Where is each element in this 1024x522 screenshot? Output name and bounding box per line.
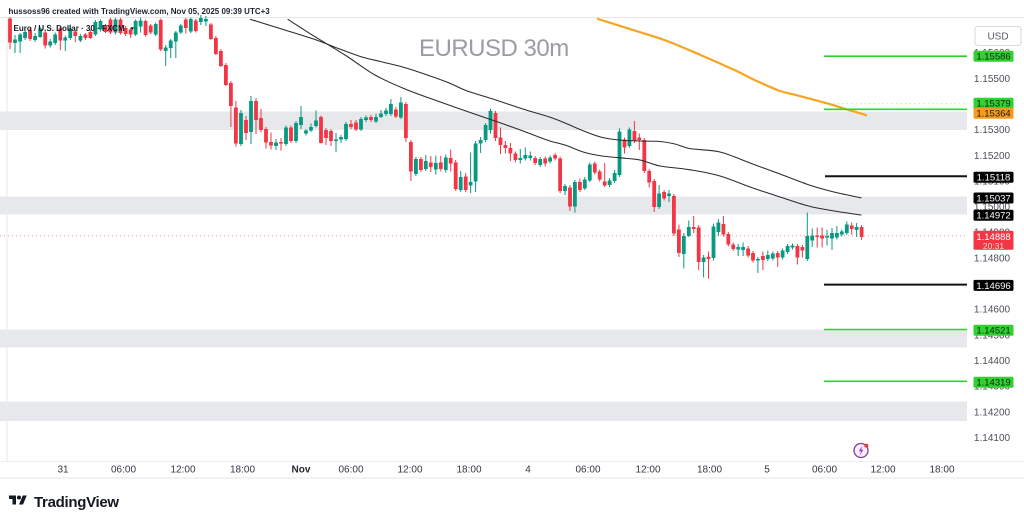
svg-text:20:31: 20:31 (983, 241, 1005, 251)
svg-text:18:00: 18:00 (230, 465, 255, 476)
svg-text:hussoss96 created with Trading: hussoss96 created with TradingView.com, … (9, 7, 271, 16)
svg-text:12:00: 12:00 (170, 465, 195, 476)
svg-text:1.14696: 1.14696 (976, 281, 1010, 292)
svg-text:Euro / U.S. Dollar · 30 · FXCM: Euro / U.S. Dollar · 30 · FXCM (14, 24, 125, 33)
svg-text:1.14319: 1.14319 (976, 378, 1010, 389)
svg-text:18:00: 18:00 (697, 465, 722, 476)
svg-text:EURUSD 30m: EURUSD 30m (419, 35, 569, 62)
svg-text:12:00: 12:00 (397, 465, 422, 476)
svg-text:1.14600: 1.14600 (974, 305, 1011, 316)
svg-text:1.15500: 1.15500 (974, 74, 1011, 85)
svg-text:1.15037: 1.15037 (976, 193, 1010, 204)
svg-text:USD: USD (987, 32, 1008, 43)
svg-text:1.14400: 1.14400 (974, 356, 1011, 367)
svg-text:1.15364: 1.15364 (976, 109, 1010, 120)
svg-text:1.14800: 1.14800 (974, 253, 1011, 264)
svg-text:06:00: 06:00 (575, 465, 600, 476)
svg-text:06:00: 06:00 (812, 465, 837, 476)
svg-text:18:00: 18:00 (456, 465, 481, 476)
svg-text:1.14888: 1.14888 (976, 232, 1010, 243)
svg-text:1.14972: 1.14972 (976, 211, 1010, 222)
svg-text:4: 4 (525, 465, 531, 476)
svg-text:1.15586: 1.15586 (976, 52, 1010, 63)
svg-text:1.14100: 1.14100 (974, 433, 1011, 444)
svg-text:18:00: 18:00 (929, 465, 954, 476)
svg-text:06:00: 06:00 (111, 465, 136, 476)
svg-text:1.14521: 1.14521 (976, 326, 1010, 337)
svg-text:12:00: 12:00 (635, 465, 660, 476)
svg-text:Nov: Nov (292, 465, 311, 476)
svg-text:1.14200: 1.14200 (974, 407, 1011, 418)
svg-text:TradingView: TradingView (34, 494, 119, 511)
svg-text:1.15200: 1.15200 (974, 151, 1011, 162)
svg-text:12:00: 12:00 (870, 465, 895, 476)
svg-text:06:00: 06:00 (338, 465, 363, 476)
svg-text:1.15118: 1.15118 (977, 173, 1011, 184)
svg-text:31: 31 (57, 465, 69, 476)
svg-text:1.14500: 1.14500 (974, 330, 1011, 341)
svg-text:5: 5 (764, 465, 770, 476)
svg-text:1.15379: 1.15379 (976, 99, 1010, 110)
svg-text:1.15300: 1.15300 (974, 125, 1011, 136)
svg-text:1.15000: 1.15000 (974, 202, 1011, 213)
